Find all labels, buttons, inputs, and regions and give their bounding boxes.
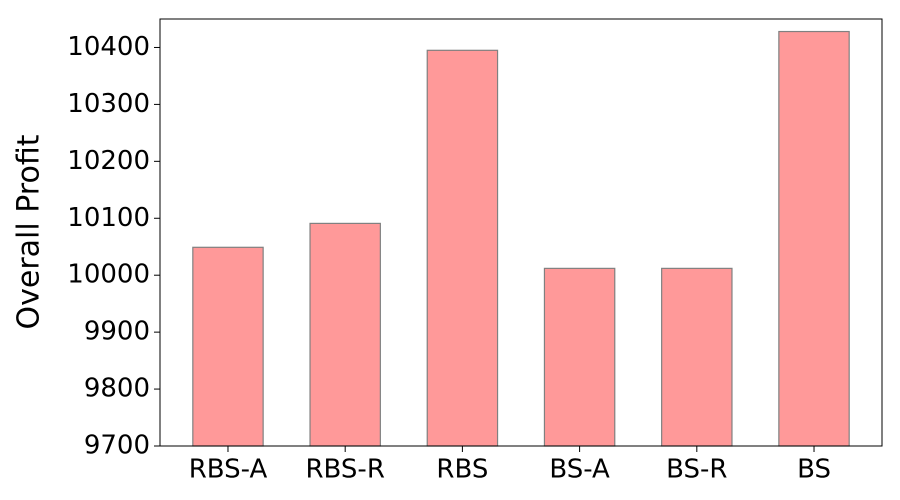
y-tick-label: 10400 — [67, 32, 150, 62]
bar — [661, 267, 733, 447]
x-tick-label: RBS-A — [189, 455, 268, 485]
y-tick-label: 10000 — [67, 260, 150, 290]
y-tick-label: 10100 — [67, 203, 150, 233]
plot-frame — [159, 18, 883, 447]
y-tick-label: 9900 — [84, 317, 150, 347]
y-tick-label: 9700 — [84, 431, 150, 461]
bar — [543, 267, 616, 447]
bar — [778, 30, 850, 447]
y-axis-label: Overall Profit — [12, 134, 47, 329]
x-tick-label: RBS-R — [305, 455, 384, 485]
x-tick-label: RBS — [436, 455, 488, 485]
bar — [192, 246, 264, 447]
bar — [309, 222, 381, 447]
y-tick-label: 10300 — [67, 89, 150, 119]
x-tick-label: BS-R — [666, 455, 727, 485]
x-tick-label: BS — [797, 455, 831, 485]
x-tick-label: BS-A — [549, 455, 610, 485]
bar — [426, 49, 499, 447]
y-tick-label: 10200 — [67, 146, 150, 176]
y-tick-label: 9800 — [84, 374, 150, 404]
